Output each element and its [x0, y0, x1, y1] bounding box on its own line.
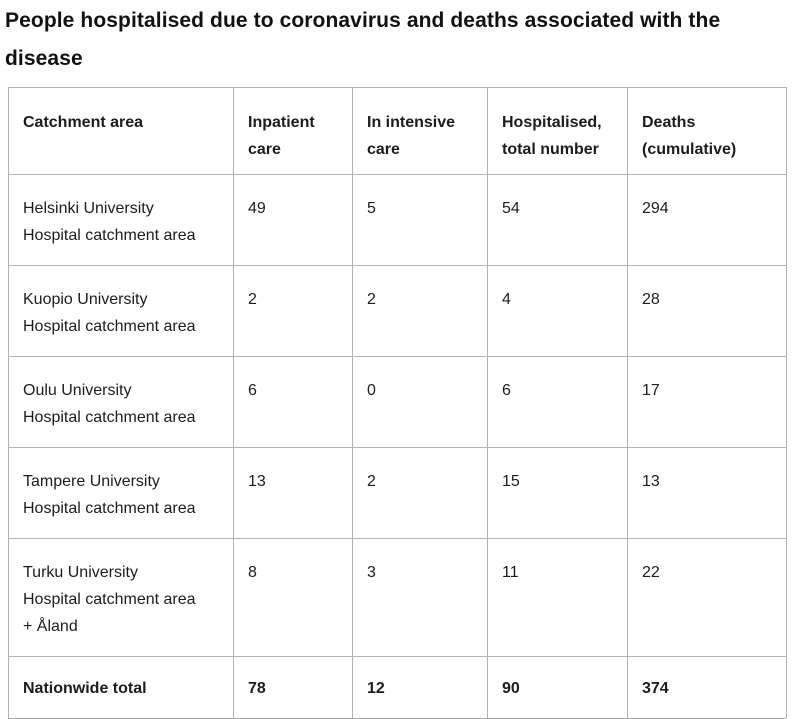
- table-row-tampere: Tampere University Hospital catchment ar…: [8, 447, 787, 539]
- area-cell: Helsinki University Hospital catchment a…: [8, 174, 234, 266]
- table-row-turku: Turku University Hospital catchment area…: [8, 538, 787, 657]
- total-value-cell: 90: [487, 656, 628, 718]
- value-cell: 2: [352, 447, 488, 539]
- value-cell: 17: [627, 356, 787, 448]
- value-cell: 13: [233, 447, 353, 539]
- area-cell: Turku University Hospital catchment area…: [8, 538, 234, 657]
- value-cell: 5: [352, 174, 488, 266]
- value-cell: 28: [627, 265, 787, 357]
- value-cell: 3: [352, 538, 488, 657]
- value-cell: 0: [352, 356, 488, 448]
- hospitalisation-table: Catchment area Inpatient care In intensi…: [8, 87, 787, 718]
- table-row-nationwide-total: Nationwide total 78 12 90 374: [8, 656, 787, 718]
- table-row-oulu: Oulu University Hospital catchment area …: [8, 356, 787, 448]
- page-title: People hospitalised due to coronavirus a…: [5, 9, 721, 70]
- table-header-row: Catchment area Inpatient care In intensi…: [8, 87, 787, 175]
- column-header-intensive-care: In intensive care: [352, 87, 488, 175]
- value-cell: 15: [487, 447, 628, 539]
- value-cell: 8: [233, 538, 353, 657]
- column-header-inpatient-care: Inpatient care: [233, 87, 353, 175]
- column-header-hospitalised-total: Hospitalised, total number: [487, 87, 628, 175]
- table-container: Catchment area Inpatient care In intensi…: [8, 87, 787, 719]
- total-value-cell: 78: [233, 656, 353, 718]
- total-value-cell: 12: [352, 656, 488, 718]
- value-cell: 2: [233, 265, 353, 357]
- value-cell: 11: [487, 538, 628, 657]
- value-cell: 6: [487, 356, 628, 448]
- area-cell: Oulu University Hospital catchment area: [8, 356, 234, 448]
- table-row-helsinki: Helsinki University Hospital catchment a…: [8, 174, 787, 266]
- value-cell: 49: [233, 174, 353, 266]
- value-cell: 6: [233, 356, 353, 448]
- value-cell: 4: [487, 265, 628, 357]
- value-cell: 294: [627, 174, 787, 266]
- total-label-cell: Nationwide total: [8, 656, 234, 718]
- value-cell: 2: [352, 265, 488, 357]
- table-row-kuopio: Kuopio University Hospital catchment are…: [8, 265, 787, 357]
- column-header-deaths-cumulative: Deaths (cumulative): [627, 87, 787, 175]
- area-cell: Tampere University Hospital catchment ar…: [8, 447, 234, 539]
- value-cell: 13: [627, 447, 787, 539]
- value-cell: 54: [487, 174, 628, 266]
- area-cell: Kuopio University Hospital catchment are…: [8, 265, 234, 357]
- value-cell: 22: [627, 538, 787, 657]
- column-header-catchment-area: Catchment area: [8, 87, 234, 175]
- total-value-cell: 374: [627, 656, 787, 718]
